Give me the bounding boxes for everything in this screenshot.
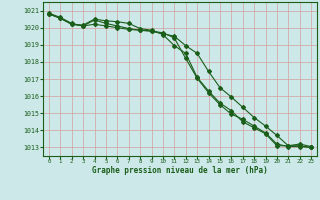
X-axis label: Graphe pression niveau de la mer (hPa): Graphe pression niveau de la mer (hPa) [92, 166, 268, 175]
